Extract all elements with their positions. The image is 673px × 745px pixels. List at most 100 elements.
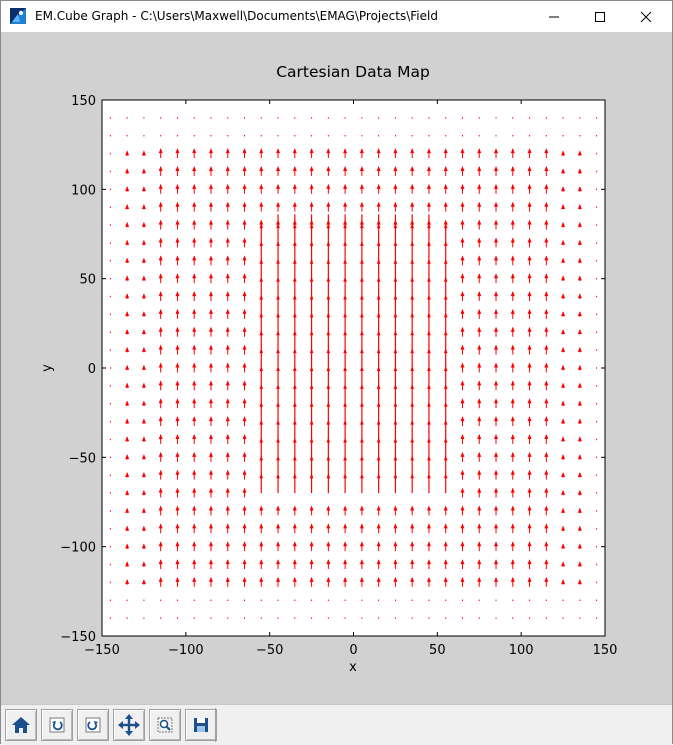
field-arrow bbox=[292, 541, 297, 552]
field-arrow bbox=[326, 201, 331, 212]
field-arrow bbox=[527, 469, 532, 480]
field-arrow bbox=[192, 273, 197, 284]
field-arrow bbox=[192, 237, 197, 248]
field-arrow bbox=[225, 237, 230, 248]
field-arrow bbox=[410, 523, 415, 534]
field-arrow bbox=[544, 255, 549, 266]
field-arrow bbox=[141, 579, 146, 585]
field-arrow bbox=[141, 543, 146, 549]
forward-button[interactable] bbox=[77, 709, 109, 741]
field-arrow bbox=[544, 523, 549, 534]
minimize-icon bbox=[549, 16, 559, 17]
field-arrow bbox=[242, 308, 247, 319]
field-arrow bbox=[376, 183, 381, 194]
field-arrow bbox=[577, 400, 582, 406]
field-arrow bbox=[242, 380, 247, 391]
field-arrow bbox=[544, 201, 549, 212]
field-arrow bbox=[510, 219, 515, 230]
field-arrow bbox=[494, 148, 499, 159]
field-arrow bbox=[376, 201, 381, 212]
field-arrow bbox=[259, 559, 264, 569]
field-arrow bbox=[192, 344, 197, 355]
field-arrow bbox=[359, 505, 364, 516]
field-arrow bbox=[527, 362, 532, 373]
field-arrow bbox=[292, 148, 297, 159]
field-arrow bbox=[158, 219, 163, 230]
back-button[interactable] bbox=[41, 709, 73, 741]
field-arrow bbox=[460, 166, 465, 176]
field-arrow bbox=[393, 559, 398, 569]
field-arrow bbox=[158, 380, 163, 391]
save-button[interactable] bbox=[185, 709, 217, 741]
field-arrow bbox=[326, 576, 331, 587]
field-arrow bbox=[494, 166, 499, 176]
field-arrow-long bbox=[309, 214, 314, 494]
field-arrow bbox=[192, 576, 197, 587]
field-arrow bbox=[158, 308, 163, 319]
field-arrow bbox=[158, 541, 163, 552]
field-arrow bbox=[326, 541, 331, 552]
field-arrow bbox=[510, 326, 515, 337]
x-axis-label: x bbox=[349, 660, 357, 675]
field-arrow bbox=[208, 308, 213, 319]
field-arrow bbox=[125, 579, 130, 585]
field-arrow bbox=[544, 505, 549, 516]
field-arrow bbox=[510, 523, 515, 534]
field-arrow bbox=[460, 255, 465, 266]
field-arrow bbox=[494, 469, 499, 480]
field-arrow bbox=[477, 237, 482, 248]
x-axis-ticks: −150 −100 −50 0 50 100 150 bbox=[84, 100, 617, 658]
field-arrow bbox=[460, 273, 465, 284]
field-arrow bbox=[393, 183, 398, 194]
field-arrow bbox=[175, 505, 180, 516]
field-arrow bbox=[208, 559, 213, 569]
field-arrow bbox=[125, 257, 130, 264]
home-button[interactable] bbox=[5, 709, 37, 741]
field-arrow bbox=[141, 418, 146, 424]
x-tick-label: 0 bbox=[349, 643, 357, 658]
zoom-button[interactable] bbox=[149, 709, 181, 741]
field-arrow bbox=[192, 148, 197, 159]
field-arrow bbox=[141, 221, 146, 228]
field-arrow bbox=[561, 293, 566, 299]
field-arrow bbox=[125, 418, 130, 424]
x-tick-label: 150 bbox=[593, 643, 618, 658]
title-bar[interactable]: EM.Cube Graph - C:\Users\Maxwell\Documen… bbox=[1, 1, 672, 32]
field-arrow bbox=[527, 237, 532, 248]
field-arrow bbox=[292, 576, 297, 587]
field-arrow bbox=[577, 561, 582, 567]
field-arrow bbox=[527, 434, 532, 444]
navigation-toolbar bbox=[1, 704, 672, 745]
field-arrow bbox=[192, 469, 197, 480]
field-arrow bbox=[477, 416, 482, 427]
figure-canvas[interactable]: Cartesian Data Map −150 −100 −50 0 50 100 150 … bbox=[1, 32, 672, 704]
field-arrow bbox=[494, 559, 499, 569]
field-arrow bbox=[577, 346, 582, 353]
field-arrow bbox=[225, 559, 230, 569]
field-arrow bbox=[494, 308, 499, 319]
field-arrow bbox=[225, 541, 230, 552]
field-arrow bbox=[192, 326, 197, 337]
field-arrow bbox=[443, 576, 448, 587]
field-arrow bbox=[326, 559, 331, 569]
field-arrow bbox=[141, 400, 146, 406]
field-arrow bbox=[577, 543, 582, 549]
field-arrow bbox=[259, 183, 264, 194]
x-tick-label: 100 bbox=[509, 643, 534, 658]
field-arrow bbox=[443, 523, 448, 534]
field-arrow bbox=[225, 576, 230, 587]
close-button[interactable] bbox=[623, 1, 669, 32]
field-arrow bbox=[225, 398, 230, 409]
minimize-button[interactable] bbox=[531, 1, 577, 32]
field-arrow bbox=[510, 291, 515, 301]
field-arrow bbox=[141, 454, 146, 460]
pan-button[interactable] bbox=[113, 709, 145, 741]
field-arrow bbox=[460, 523, 465, 534]
field-arrow bbox=[175, 380, 180, 391]
field-arrow-long bbox=[410, 214, 414, 494]
maximize-button[interactable] bbox=[577, 1, 623, 32]
field-arrow bbox=[510, 201, 515, 212]
field-arrow bbox=[460, 362, 465, 373]
field-arrow-long bbox=[326, 214, 331, 494]
field-arrow bbox=[477, 469, 482, 480]
